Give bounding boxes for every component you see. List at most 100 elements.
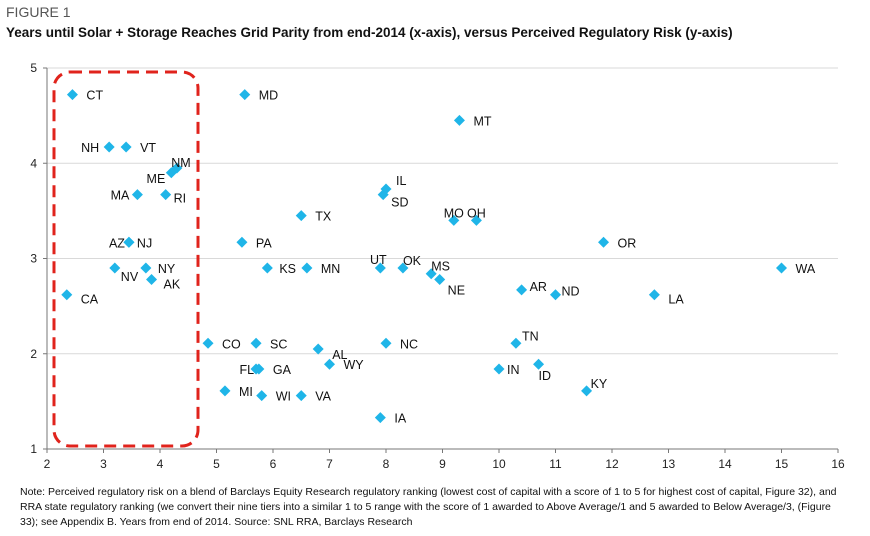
data-point-nd [550,289,561,301]
data-label-nd: ND [562,285,580,299]
data-point-nv [109,262,121,274]
data-label-or: OR [618,236,637,250]
point-labels: CT MD MT NH VT NM ME MA RI IL SD TX MO OH AZ NJ PA OR UT OK… [81,89,816,426]
data-label-al: AL [332,348,347,362]
data-label-va: VA [315,390,331,404]
data-label-ar: AR [530,280,547,294]
x-tick-label: 6 [270,457,277,471]
data-point-ky [581,385,593,397]
x-tick-label: 4 [157,457,164,471]
data-point-mt [453,114,465,126]
y-tick-label: 1 [30,442,37,456]
data-point-ut [374,262,386,274]
data-point-ca [61,289,73,301]
data-point-in [493,363,505,375]
data-label-mo: MO [444,206,464,220]
x-tick-label: 12 [605,457,619,471]
data-label-fl: FL [239,363,254,377]
x-tick-label: 9 [439,457,446,471]
data-point-va [295,390,307,402]
x-tick-label: 2 [44,457,51,471]
data-point-nc [380,337,392,349]
data-label-ga: GA [273,363,292,377]
x-tick-label: 11 [549,457,562,471]
data-label-nm: NM [171,156,190,170]
data-label-ri: RI [174,192,187,206]
y-tick-label: 3 [30,252,37,266]
y-tick-label: 2 [30,347,37,361]
data-point-sd [377,189,389,201]
data-point-wi [256,390,268,402]
x-tick-label: 15 [775,457,789,471]
data-point-nh [103,141,115,153]
data-label-mi: MI [239,385,253,399]
data-label-ia: IA [394,412,406,426]
data-point-or [598,236,610,248]
data-label-nv: NV [121,270,139,284]
data-label-ks: KS [279,262,296,276]
highlight-box [52,70,200,448]
data-label-me: ME [147,172,166,186]
data-label-tx: TX [315,210,332,224]
data-label-ma: MA [111,189,130,203]
data-label-ms: MS [431,260,450,274]
x-tick-label: 7 [326,457,333,471]
data-label-ak: AK [164,277,181,291]
data-point-md [239,89,251,101]
data-label-md: MD [259,89,278,103]
x-tick-label: 13 [662,457,676,471]
x-tick-label: 3 [100,457,107,471]
data-point-ny [140,262,152,274]
data-point-co [202,337,214,349]
data-label-az: AZ [109,236,125,250]
data-label-ca: CA [81,293,99,307]
data-label-wi: WI [276,390,291,404]
data-point-wy [324,358,335,370]
data-point-ia [374,412,386,424]
data-label-mt: MT [473,114,491,128]
x-tick-label: 10 [492,457,506,471]
data-point-wa [776,262,787,274]
data-label-ok: OK [403,254,422,268]
data-point-mi [219,385,231,397]
data-points [61,89,787,424]
data-label-mn: MN [321,262,340,276]
data-point-oh [470,214,482,226]
chart-title: Years until Solar + Storage Reaches Grid… [6,25,733,40]
y-tick-label: 5 [30,61,37,75]
data-point-id [533,358,545,370]
data-label-nc: NC [400,337,418,351]
data-point-me [165,167,177,179]
y-tick-label: 4 [30,156,37,170]
data-label-wy: WY [344,358,365,372]
data-point-nj [123,236,135,248]
data-label-sc: SC [270,337,287,351]
data-label-ky: KY [591,377,608,391]
data-label-id: ID [539,369,552,383]
x-tick-label: 5 [213,457,220,471]
x-tick-label: 16 [831,457,845,471]
data-label-sd: SD [391,196,408,210]
data-label-tn: TN [522,329,539,343]
data-label-ut: UT [370,253,387,267]
data-label-nj: NJ [137,236,152,250]
data-point-ok [397,262,409,274]
data-point-ms [425,268,437,280]
data-label-ny: NY [158,262,176,276]
data-point-ma [131,189,143,201]
data-label-vt: VT [140,141,156,155]
data-label-pa: PA [256,236,272,250]
data-label-il: IL [396,174,406,188]
data-point-ar [516,284,528,296]
data-point-la [648,289,660,301]
data-label-co: CO [222,337,241,351]
data-label-ct: CT [86,89,103,103]
data-label-ne: NE [448,283,465,297]
figure-label: FIGURE 1 [6,4,71,20]
data-label-la: LA [668,293,684,307]
data-point-ga [253,363,265,375]
data-point-al [312,343,324,355]
data-point-ct [66,89,78,101]
